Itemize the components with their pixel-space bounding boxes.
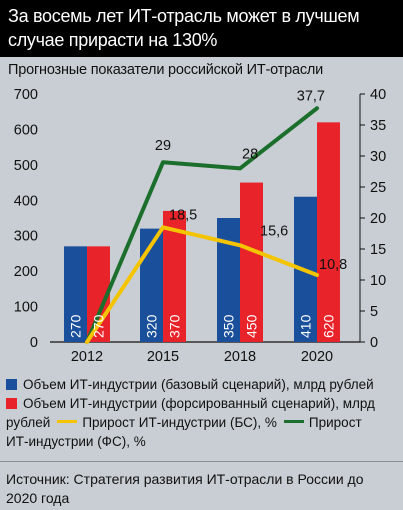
legend-row-4: ИТ-индустрии (ФС), %: [6, 432, 398, 451]
legend-row-1: Объем ИТ-индустрии (базовый сценарий), м…: [6, 375, 398, 394]
x-axis-tick-label: 2012: [71, 349, 103, 365]
legend-swatch-fs-line: [283, 420, 304, 423]
legend-row-2: Объем ИТ-индустрии (форсированный сценар…: [6, 394, 398, 413]
combo-chart: 0 100 200 300 400 500 600 700 0 5 10 15 20 25 30 35 40 20…: [14, 87, 386, 365]
x-axis-tick-label: 2018: [224, 349, 256, 365]
bar-bs: [140, 228, 163, 342]
legend-label-fs-bar: Объем ИТ-индустрии (форсированный сценар…: [23, 396, 375, 411]
line-bs-label: 10,8: [319, 257, 347, 273]
bar-fs-label: 620: [321, 314, 337, 338]
line-bs: [85, 225, 319, 344]
right-axis-tick-label: 20: [370, 211, 386, 227]
bar-bs-label: 410: [298, 314, 314, 338]
bar-fs-label: 370: [167, 314, 183, 338]
left-axis-tick-label: 300: [14, 229, 38, 245]
line-fs-label: 37,7: [297, 88, 325, 104]
legend-swatch-fs-bar: [6, 398, 17, 409]
right-axis-tick-label: 10: [370, 273, 386, 289]
right-axis-tick-label: 15: [370, 242, 386, 258]
legend-label-fs-line-cont: ИТ-индустрии (ФС), %: [6, 434, 146, 449]
x-axis-tick-label: 2015: [147, 349, 179, 365]
right-axis-tick-label: 30: [370, 149, 386, 165]
bar-fs: [163, 210, 186, 342]
bar-bs-label: 350: [221, 314, 237, 338]
right-axis-tick-label: 5: [370, 304, 378, 320]
left-axis-tick-label: 700: [14, 87, 38, 103]
left-axis-tick-label: 400: [14, 193, 38, 209]
legend-label-fs-line: Прирост: [308, 415, 362, 430]
bar-fs-label: 270: [91, 314, 107, 338]
legend-label-fs-bar-cont: рублей: [6, 415, 51, 430]
data-labels-group: 270 320 350 410 270 370 450 620 18,5 15,6 10,8 29 28…: [68, 88, 348, 338]
bar-fs: [240, 182, 263, 342]
bar-fs: [317, 122, 340, 342]
legend-swatch-bs-bar: [6, 379, 17, 390]
bar-bs: [217, 218, 240, 342]
legend: Объем ИТ-индустрии (базовый сценарий), м…: [6, 375, 398, 451]
legend-row-3: рублей Прирост ИТ-индустрии (БС), % Прирос…: [6, 413, 398, 432]
line-series-group: [85, 106, 319, 344]
chart-axes: 0 100 200 300 400 500 600 700 0 5 10 15 20 25 30 35 40 20…: [14, 87, 386, 365]
legend-label-bs-line: Прирост ИТ-индустрии (БС), %: [82, 415, 277, 430]
left-axis-tick-label: 100: [14, 300, 38, 316]
line-bs-label: 18,5: [169, 207, 197, 223]
chart-title: За восемь лет ИТ-отрасль может в лучшем …: [0, 0, 403, 57]
left-axis-tick-label: 0: [30, 335, 38, 351]
bar-bs-label: 320: [144, 314, 160, 338]
right-axis-tick-label: 40: [370, 87, 386, 103]
line-fs-label: 29: [155, 138, 171, 154]
bar-series-group: [64, 122, 340, 342]
right-axis-tick-label: 25: [370, 180, 386, 196]
bar-fs-label: 450: [244, 314, 260, 338]
x-axis-tick-label: 2020: [301, 349, 333, 365]
divider: [0, 461, 403, 462]
left-axis-tick-label: 200: [14, 264, 38, 280]
left-axis-tick-label: 500: [14, 158, 38, 174]
line-fs-label: 28: [242, 146, 258, 162]
legend-swatch-bs-line: [57, 420, 78, 423]
right-axis-tick-label: 0: [370, 335, 378, 351]
source-note: Источник: Стратегия развития ИТ-отрасли …: [6, 471, 364, 506]
right-axis-tick-label: 35: [370, 118, 386, 134]
line-fs: [85, 106, 319, 344]
legend-label-bs-bar: Объем ИТ-индустрии (базовый сценарий), м…: [23, 377, 374, 392]
bar-bs-label: 270: [68, 314, 84, 338]
left-axis-tick-label: 600: [14, 122, 38, 138]
chart-subtitle: Прогнозные показатели российской ИТ-отра…: [8, 62, 324, 78]
line-bs-label: 15,6: [260, 223, 288, 239]
bar-bs: [64, 246, 87, 342]
